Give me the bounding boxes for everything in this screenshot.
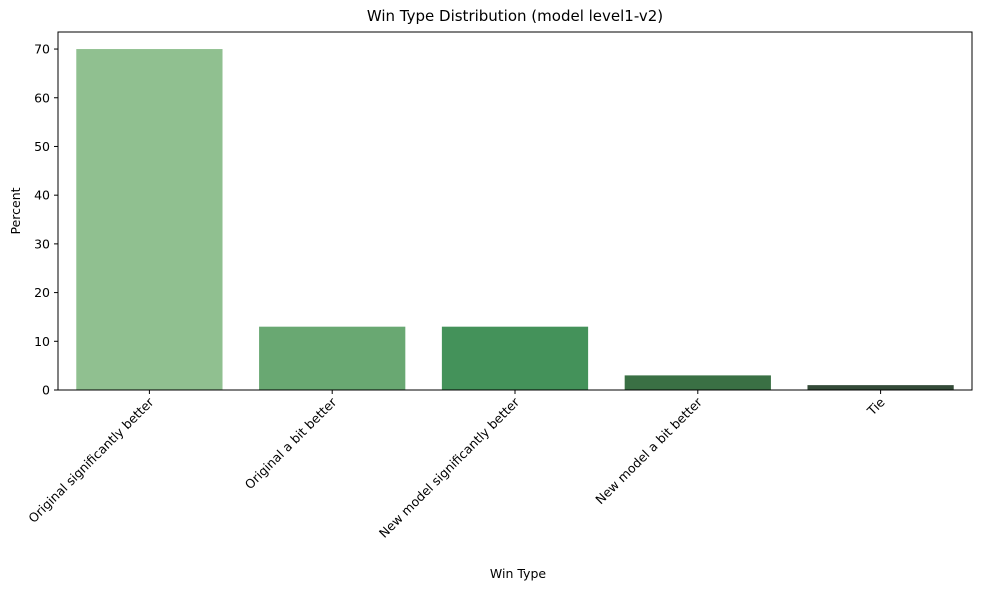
y-tick-label-1: 10	[34, 334, 50, 349]
y-axis-label: Percent	[8, 187, 23, 234]
chart-title: Win Type Distribution (model level1-v2)	[367, 7, 663, 25]
y-tick-label-3: 30	[34, 236, 50, 251]
y-axis-ticks: 0 10 20 30 40 50 60 70	[34, 42, 58, 398]
x-axis-label: Win Type	[490, 566, 546, 581]
y-tick-label-6: 60	[34, 90, 50, 105]
bar-2	[441, 326, 589, 390]
y-tick-label-2: 20	[34, 285, 50, 300]
bars-group	[76, 49, 954, 391]
bar-1	[259, 326, 406, 390]
y-tick-label-7: 70	[34, 42, 50, 57]
bar-3	[624, 375, 771, 390]
bar-4	[807, 385, 954, 390]
y-tick-label-4: 40	[34, 188, 50, 203]
bar-0	[76, 49, 223, 391]
y-tick-label-5: 50	[34, 139, 50, 154]
y-tick-label-0: 0	[42, 383, 50, 398]
